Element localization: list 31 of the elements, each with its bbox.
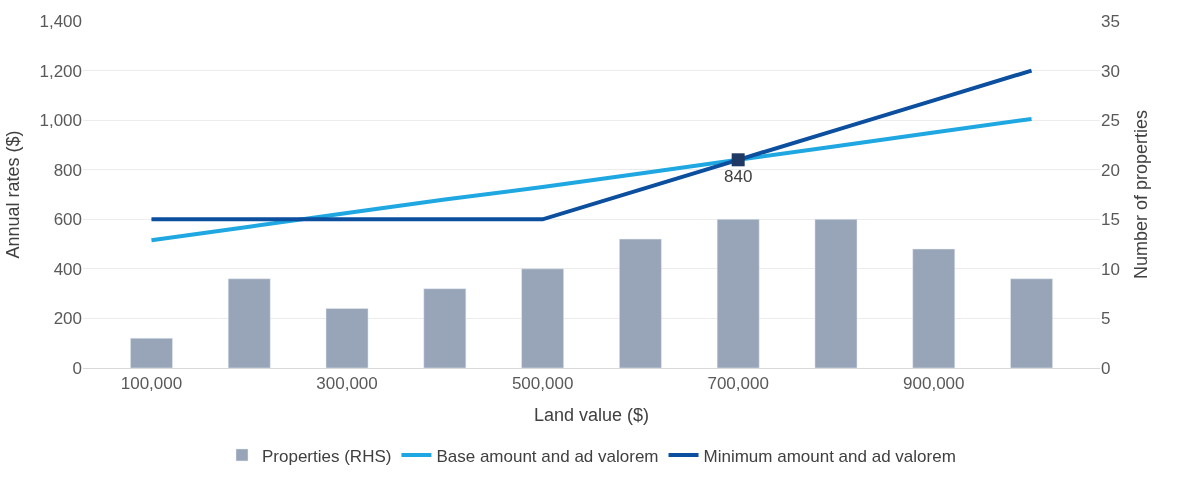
y-tick-label: 400 bbox=[53, 259, 82, 279]
x-tick-label: 100,000 bbox=[120, 374, 183, 394]
y-tick-label: 1,000 bbox=[39, 111, 82, 131]
y2-tick-label: 5 bbox=[1101, 309, 1111, 329]
x-axis-title: Land value ($) bbox=[533, 404, 650, 425]
y-tick-label: 800 bbox=[53, 160, 82, 180]
y-tick-label: 0 bbox=[72, 358, 82, 378]
line-series bbox=[149, 116, 1034, 243]
data-label: 840 bbox=[723, 166, 753, 186]
bar bbox=[130, 338, 173, 368]
y-tick-label: 200 bbox=[53, 309, 82, 329]
x-tick-label: 500,000 bbox=[511, 374, 574, 394]
legend-label: Minimum amount and ad valorem bbox=[703, 446, 956, 466]
y-axis-title: Annual rates ($) bbox=[2, 130, 23, 259]
y2-tick-label: 10 bbox=[1101, 259, 1120, 279]
y-tick-label: 600 bbox=[53, 210, 82, 230]
y2-tick-label: 35 bbox=[1101, 11, 1120, 31]
legend-label: Properties (RHS) bbox=[262, 446, 392, 466]
y-tick-label: 1,400 bbox=[39, 11, 82, 31]
y2-tick-label: 30 bbox=[1101, 61, 1120, 81]
line-series bbox=[149, 68, 1034, 222]
y2-tick-label: 20 bbox=[1101, 160, 1120, 180]
x-tick-label: 900,000 bbox=[903, 374, 965, 394]
legend-label: Base amount and ad valorem bbox=[436, 446, 659, 466]
x-tick-label: 300,000 bbox=[316, 374, 378, 394]
y2-tick-label: 15 bbox=[1101, 210, 1120, 230]
y2-tick-label: 25 bbox=[1101, 111, 1120, 131]
x-tick-label: 700,000 bbox=[707, 374, 769, 394]
y-tick-label: 1,200 bbox=[39, 61, 82, 81]
y2-tick-label: 0 bbox=[1101, 358, 1111, 378]
y2-axis-title: Number of properties bbox=[1131, 109, 1152, 280]
